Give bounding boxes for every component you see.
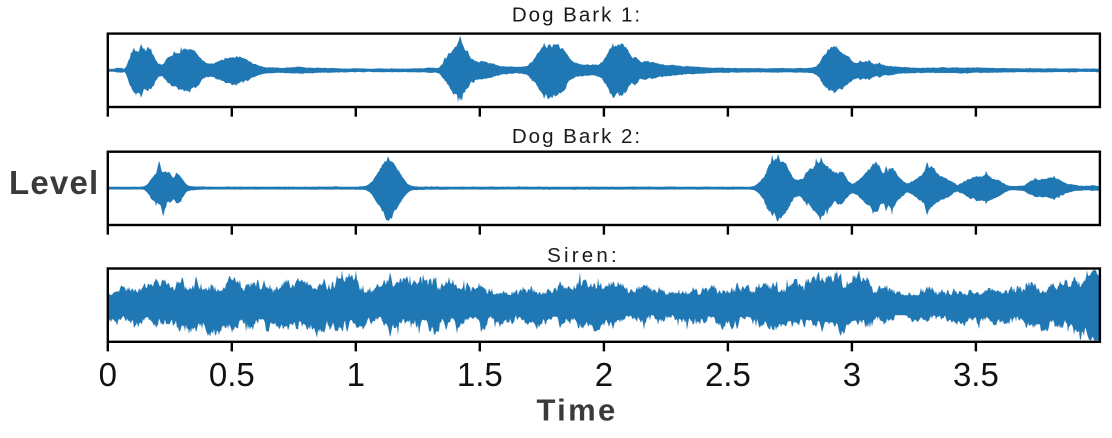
svg-text:Time: Time <box>537 393 618 428</box>
svg-text:1: 1 <box>347 356 365 393</box>
svg-text:2.5: 2.5 <box>705 356 751 393</box>
svg-text:0: 0 <box>99 356 117 393</box>
svg-text:0.5: 0.5 <box>209 356 255 393</box>
svg-text:Siren:: Siren: <box>547 244 620 267</box>
svg-text:Dog Bark 2:: Dog Bark 2: <box>512 125 642 148</box>
svg-text:Dog Bark 1:: Dog Bark 1: <box>512 3 642 26</box>
svg-text:3.5: 3.5 <box>953 356 999 393</box>
svg-text:2: 2 <box>595 356 613 393</box>
svg-text:3: 3 <box>843 356 861 393</box>
svg-text:Level: Level <box>9 164 99 201</box>
svg-text:1.5: 1.5 <box>457 356 503 393</box>
